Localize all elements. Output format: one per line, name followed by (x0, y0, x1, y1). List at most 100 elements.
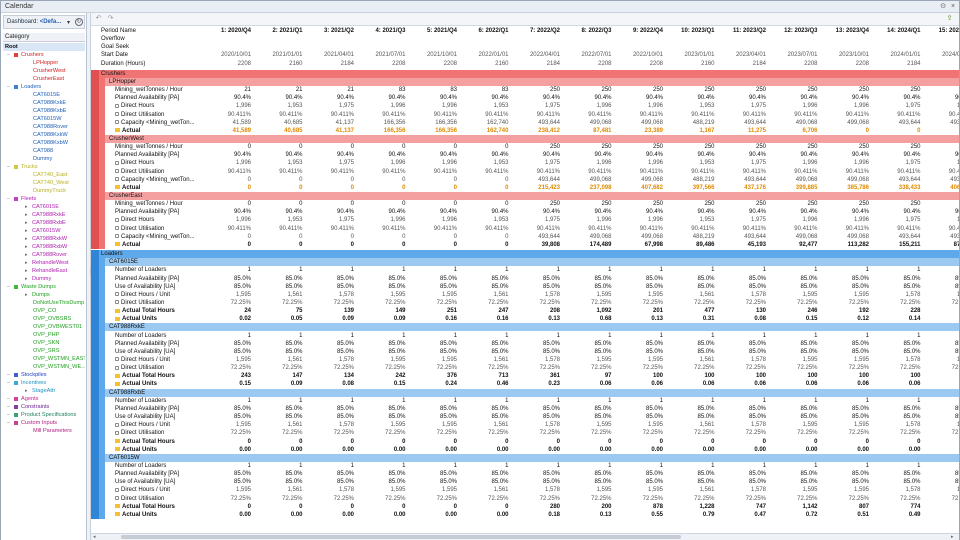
collapse-icon[interactable] (115, 487, 119, 492)
tree-item[interactable]: − Trucks (3, 163, 85, 171)
redo-icon[interactable]: ↷ (107, 15, 114, 22)
expand-icon[interactable]: ▸ (25, 276, 28, 282)
expand-icon[interactable]: − (7, 196, 10, 202)
expand-icon[interactable]: ▸ (25, 228, 28, 234)
collapse-icon[interactable] (115, 234, 119, 239)
expand-icon[interactable]: ▸ (25, 204, 28, 210)
tree-item[interactable]: − Waste Dumps (3, 283, 85, 291)
tree-item[interactable]: ▸ CAT988RxbE (3, 219, 85, 227)
tree-item[interactable]: CrusherWest (3, 67, 85, 75)
expand-icon[interactable]: − (7, 396, 10, 402)
tree-item[interactable]: Mill Parameters (3, 427, 85, 435)
collapse-icon[interactable] (115, 217, 119, 222)
expand-icon[interactable]: − (7, 404, 10, 410)
tree-item[interactable]: OVP_WSTMN_WE... (3, 363, 85, 371)
expand-icon[interactable]: ▸ (25, 212, 28, 218)
tree-item[interactable]: CrusherEast (3, 75, 85, 83)
expand-icon[interactable]: − (7, 420, 10, 426)
expand-icon[interactable]: − (7, 52, 10, 58)
tree-item[interactable]: OVP_WSTMN_EAST (3, 355, 85, 363)
collapse-icon[interactable] (115, 160, 119, 165)
tree-item[interactable]: DoNotUseThisDump (3, 299, 85, 307)
undo-icon[interactable]: ↶ (95, 15, 102, 22)
collapse-icon[interactable] (115, 430, 119, 435)
export-icon[interactable]: ⇪ (946, 15, 953, 22)
expand-icon[interactable]: ▸ (25, 260, 28, 266)
tree-item[interactable]: − Loaders (3, 83, 85, 91)
tree-item[interactable]: CAT988KxkW (3, 131, 85, 139)
tree-item[interactable]: ▸ RehandleEast (3, 267, 85, 275)
tree-item[interactable]: ▸ CAT988RxkW (3, 235, 85, 243)
tree-item[interactable]: Dummy (3, 155, 85, 163)
tree-item[interactable]: − Custom Inputs (3, 419, 85, 427)
collapse-icon[interactable] (115, 365, 119, 370)
tree-item[interactable]: DummyTruck (3, 187, 85, 195)
expand-icon[interactable]: − (7, 412, 10, 418)
tree-item[interactable]: ▸ StageAttr (3, 387, 85, 395)
collapse-icon[interactable] (115, 168, 119, 173)
tree-item[interactable]: LPHopper (3, 59, 85, 67)
tree-item[interactable]: CAT6015E (3, 91, 85, 99)
tree-item[interactable]: − Constraints (3, 403, 85, 411)
collapse-icon[interactable] (115, 300, 119, 305)
expand-icon[interactable]: ▸ (25, 268, 28, 274)
expand-icon[interactable]: − (7, 164, 10, 170)
tree-item[interactable]: − Crushers (3, 51, 85, 59)
tree-item[interactable]: CAT988KxkE (3, 99, 85, 107)
tree-item[interactable]: CAT988KxbE (3, 107, 85, 115)
expand-icon[interactable]: ▸ (25, 292, 28, 298)
collapse-icon[interactable] (115, 120, 119, 125)
tree-item[interactable]: − Incentives (3, 379, 85, 387)
collapse-icon[interactable] (115, 495, 119, 500)
tree-item[interactable]: CAT988KxbW (3, 139, 85, 147)
tree-item[interactable]: OVP_SKN (3, 339, 85, 347)
tree-item[interactable]: ▸ CAT6015W (3, 227, 85, 235)
scroll-right-icon[interactable]: ▸ (951, 534, 954, 540)
expand-icon[interactable]: ▸ (25, 220, 28, 226)
tree-item[interactable]: ▸ CAT988RxbW (3, 243, 85, 251)
collapse-icon[interactable] (115, 177, 119, 182)
tree-item[interactable]: ▸ CAT988RxkE (3, 211, 85, 219)
expand-icon[interactable]: − (7, 284, 10, 290)
tree-item[interactable]: CAT988 (3, 147, 85, 155)
pin-icon[interactable]: ⊙ (940, 3, 946, 10)
expand-icon[interactable]: ▸ (25, 244, 28, 250)
expand-icon[interactable]: ▸ (25, 236, 28, 242)
tree-item[interactable]: CAT6015W (3, 115, 85, 123)
expand-icon[interactable]: − (7, 372, 10, 378)
tree-item[interactable]: CAT740_East (3, 171, 85, 179)
scroll-left-icon[interactable]: ◂ (93, 534, 96, 540)
tree-item[interactable]: OVP_SRS (3, 347, 85, 355)
tree-item[interactable]: − Fleets (3, 195, 85, 203)
tree-item[interactable]: OVP_OVBSRS (3, 315, 85, 323)
collapse-icon[interactable] (115, 357, 119, 362)
expand-icon[interactable]: − (7, 380, 10, 386)
close-icon[interactable]: × (950, 3, 956, 10)
scrollbar-thumb[interactable] (121, 535, 681, 539)
tree-item[interactable]: ▸ Dummy (3, 275, 85, 283)
expand-icon[interactable]: ▸ (25, 252, 28, 258)
dashboard-selector[interactable]: Dashboard: <Defa... ▾ ↻ (3, 15, 85, 29)
tree-item[interactable]: ▸ RehandleWest (3, 259, 85, 267)
tree-item[interactable]: − Product Specifications (3, 411, 85, 419)
horizontal-scrollbar[interactable]: ◂ ▸ (91, 533, 959, 540)
tree-item[interactable]: ▸ CAT988Rover (3, 251, 85, 259)
collapse-icon[interactable] (115, 292, 119, 297)
expand-icon[interactable]: ▸ (25, 388, 28, 394)
tree-item[interactable]: CAT988Rover (3, 123, 85, 131)
collapse-icon[interactable] (115, 226, 119, 231)
tree-item[interactable]: CAT740_West (3, 179, 85, 187)
tree-item[interactable]: OVP_PHP (3, 331, 85, 339)
collapse-icon[interactable] (115, 422, 119, 427)
chevron-down-icon[interactable]: ▾ (67, 20, 71, 26)
tree-item[interactable]: − Stockpiles (3, 371, 85, 379)
collapse-icon[interactable] (115, 111, 119, 116)
expand-icon[interactable]: − (7, 84, 10, 90)
tree-item[interactable]: ▸ Dumps (3, 291, 85, 299)
refresh-icon[interactable]: ↻ (75, 18, 83, 26)
tree-item[interactable]: − Agents (3, 395, 85, 403)
tree-item[interactable]: ▸ CAT6015E (3, 203, 85, 211)
tree-item[interactable]: Root (3, 43, 85, 51)
tree-item[interactable]: OVP_OVBWEST01 (3, 323, 85, 331)
tree-item[interactable]: OVP_CO (3, 307, 85, 315)
